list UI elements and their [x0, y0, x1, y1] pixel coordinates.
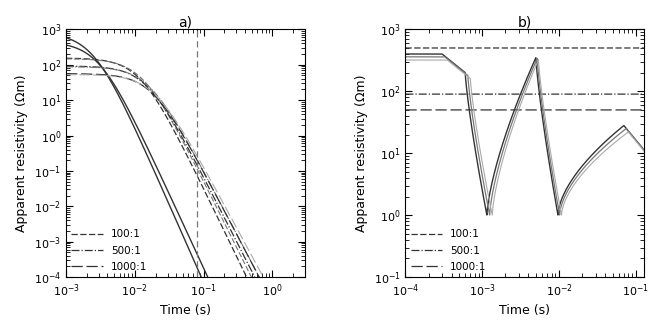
X-axis label: Time (s): Time (s) [160, 304, 211, 317]
X-axis label: Time (s): Time (s) [500, 304, 551, 317]
Y-axis label: Apparent resistivity (Ωm): Apparent resistivity (Ωm) [15, 74, 28, 232]
Legend: 100:1, 500:1, 1000:1: 100:1, 500:1, 1000:1 [71, 230, 147, 272]
Title: a): a) [178, 15, 192, 29]
Title: b): b) [518, 15, 532, 29]
Legend: 100:1, 500:1, 1000:1: 100:1, 500:1, 1000:1 [410, 230, 486, 272]
Y-axis label: Apparent resistivity (Ωm): Apparent resistivity (Ωm) [355, 74, 368, 232]
